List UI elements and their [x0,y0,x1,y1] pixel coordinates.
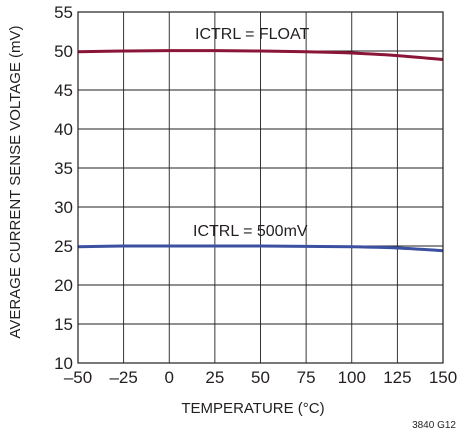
y-tick-label: 10 [54,354,73,373]
x-tick-label: –25 [109,368,137,387]
y-tick-label: 45 [54,81,73,100]
x-tick-labels: –50 –25 0 25 50 75 100 125 150 [64,368,457,387]
x-axis-title: TEMPERATURE (°C) [181,400,324,417]
y-axis-title: AVERAGE CURRENT SENSE VOLTAGE (mV) [7,25,24,338]
x-tick-label: 75 [297,368,316,387]
y-tick-label: 50 [54,42,73,61]
x-tick-label: –50 [64,368,92,387]
x-tick-label: 25 [205,368,224,387]
y-tick-label: 35 [54,159,73,178]
y-tick-label: 30 [54,198,73,217]
x-tick-label: 100 [338,368,366,387]
y-tick-label: 55 [54,3,73,22]
series-label-500mv: ICTRL = 500mV [193,223,308,240]
series-label-float: ICTRL = FLOAT [195,26,309,43]
y-tick-label: 20 [54,276,73,295]
series-line-1 [77,244,444,253]
y-tick-label: 40 [54,120,73,139]
y-tick-label: 15 [54,315,73,334]
x-tick-label: 125 [383,368,411,387]
plot-frame [77,11,444,364]
x-tick-label: 50 [251,368,270,387]
y-tick-label: 25 [54,237,73,256]
series-line-0 [77,49,444,62]
x-tick-label: 0 [165,368,174,387]
y-tick-labels: 10 15 20 25 30 35 40 45 50 55 [54,3,73,373]
series-layer [77,49,444,253]
x-tick-label: 150 [429,368,457,387]
figure-id: 3840 G12 [412,420,456,431]
grid [77,11,444,364]
